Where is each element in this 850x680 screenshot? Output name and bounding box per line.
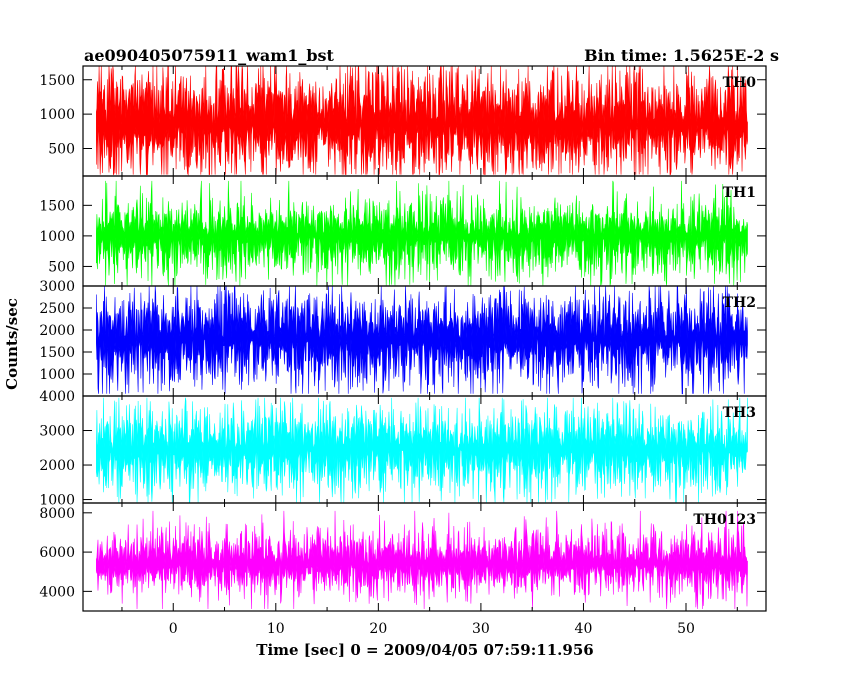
panel-label-th3: TH3	[723, 405, 756, 421]
panel-label-th0123: TH0123	[693, 512, 756, 528]
y-tick-label: 500	[48, 142, 75, 158]
y-tick-label: 2000	[39, 323, 75, 339]
y-tick-label: 8000	[39, 506, 75, 522]
y-tick-label: 1500	[39, 198, 75, 214]
y-tick-label: 4000	[39, 389, 75, 405]
x-tick-label: 30	[472, 621, 490, 637]
x-tick-labels: 0 10 20 30 40 50	[169, 621, 695, 637]
panel-label-th1: TH1	[723, 185, 756, 201]
chart-title: ae090405075911_wam1_bst	[84, 46, 335, 65]
x-axis-label: Time [sec] 0 = 2009/04/05 07:59:11.956	[256, 641, 593, 659]
y-tick-label: 4000	[39, 584, 75, 600]
y-axis-label: Counts/sec	[3, 298, 21, 390]
x-tick-label: 50	[677, 621, 695, 637]
panel-frame	[82, 502, 767, 612]
x-tick-label: 10	[267, 621, 285, 637]
series-th1-line	[96, 180, 748, 286]
y-tick-label: 6000	[39, 545, 75, 561]
y-tick-label: 1500	[39, 73, 75, 89]
y-tick-label: 1000	[39, 229, 75, 245]
panel-th3: 1000 2000 3000 4000 TH3	[39, 389, 767, 509]
panels-layer: 500 1000 1500 TH0 500 1000 1500 TH1 1000 1500 2000…	[39, 65, 767, 612]
y-tick-label: 1500	[39, 345, 75, 361]
bin-time-label: Bin time: 1.5625E-2 s	[584, 46, 779, 65]
series-th0123-line	[96, 510, 748, 610]
panel-th2: 1000 1500 2000 2500 3000 TH2	[39, 279, 767, 397]
panel-th0: 500 1000 1500 TH0	[39, 65, 767, 177]
panel-th0123: 4000 6000 8000 TH0123	[39, 502, 767, 612]
panel-label-th0: TH0	[723, 75, 757, 91]
x-tick-label: 40	[575, 621, 593, 637]
y-tick-label: 1000	[39, 493, 75, 509]
y-tick-label: 2500	[39, 301, 75, 317]
x-tick-label: 0	[169, 621, 178, 637]
x-tick-label: 20	[369, 621, 387, 637]
y-tick-label: 2000	[39, 458, 75, 474]
panel-th1: 500 1000 1500 TH1	[39, 175, 767, 287]
series-th3-line	[96, 397, 748, 503]
y-tick-label: 1000	[39, 367, 75, 383]
y-tick-label: 3000	[39, 279, 75, 295]
series-th2-line	[96, 286, 748, 395]
y-tick-label: 500	[48, 259, 75, 275]
series-th0-line	[96, 66, 748, 176]
y-tick-label: 3000	[39, 424, 75, 440]
panel-label-th2: TH2	[723, 295, 756, 311]
y-tick-label: 1000	[39, 107, 75, 123]
